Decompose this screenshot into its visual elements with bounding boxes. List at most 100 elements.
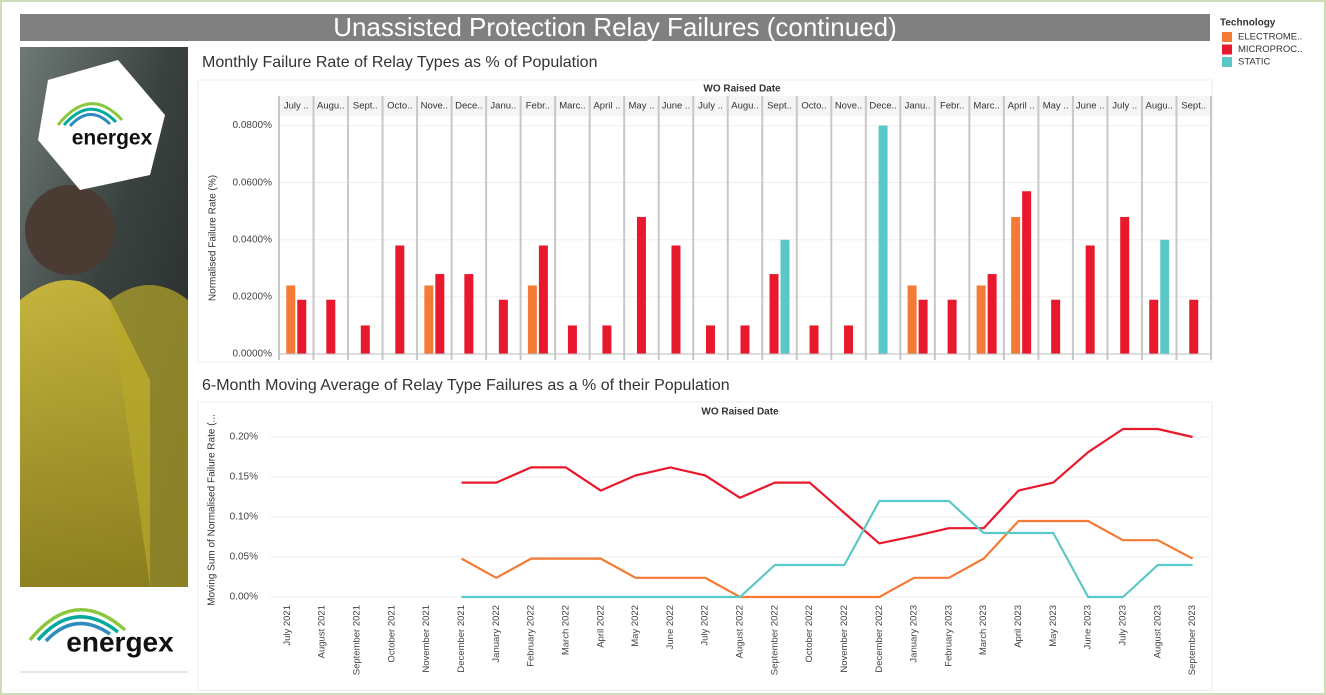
legend-swatch bbox=[1222, 44, 1232, 55]
photo-figure bbox=[110, 285, 188, 587]
facet-header: Marc.. bbox=[973, 101, 999, 112]
legend-label: ELECTROME.. bbox=[1238, 32, 1302, 43]
facet-header: Augu.. bbox=[1145, 101, 1172, 112]
bar bbox=[809, 325, 819, 354]
line-series bbox=[461, 499, 1193, 599]
y-tick-label: 0.00% bbox=[230, 592, 258, 603]
x-tick-label: May 2022 bbox=[630, 605, 641, 647]
bar bbox=[326, 299, 336, 354]
bar bbox=[671, 245, 681, 354]
x-tick-label: October 2022 bbox=[804, 605, 815, 663]
y-tick-label: 0.10% bbox=[230, 512, 258, 523]
x-tick-label: July 2022 bbox=[700, 605, 711, 646]
line-series bbox=[460, 519, 1194, 599]
x-tick-label: September 2023 bbox=[1187, 605, 1198, 675]
y-tick-label: 0.05% bbox=[230, 552, 258, 563]
y-tick-label: 0.0600% bbox=[233, 177, 273, 188]
legend-label: MICROPROC.. bbox=[1238, 44, 1302, 55]
bar bbox=[740, 325, 750, 354]
bar bbox=[976, 285, 986, 354]
bar bbox=[636, 216, 646, 354]
facet-header: May .. bbox=[629, 101, 655, 112]
bar bbox=[878, 125, 888, 355]
y-tick-label: 0.0400% bbox=[233, 234, 273, 245]
bar bbox=[780, 239, 790, 354]
facet-header: Dece.. bbox=[869, 101, 896, 112]
x-axis-header: WO Raised Date bbox=[701, 407, 779, 418]
facet-header: July .. bbox=[284, 101, 309, 112]
bar bbox=[769, 274, 779, 354]
bar bbox=[567, 325, 577, 354]
logo-badge bbox=[38, 60, 165, 190]
bar bbox=[435, 274, 445, 354]
facet-header: Sept.. bbox=[1181, 101, 1206, 112]
facet-header: Febr.. bbox=[526, 101, 550, 112]
chart-title: Monthly Failure Rate of Relay Types as %… bbox=[202, 54, 597, 71]
logo-text: energex bbox=[66, 626, 174, 657]
logo-mark bbox=[28, 608, 127, 643]
photo-figure bbox=[25, 185, 115, 275]
facet-header: Nove.. bbox=[421, 101, 448, 112]
bar bbox=[907, 285, 917, 354]
bar bbox=[918, 299, 928, 354]
x-tick-label: October 2021 bbox=[386, 605, 397, 663]
bar bbox=[424, 285, 434, 354]
bar bbox=[498, 299, 508, 354]
line-series bbox=[461, 427, 1193, 545]
facet-header: April .. bbox=[1008, 101, 1035, 112]
x-tick-label: January 2022 bbox=[491, 605, 502, 663]
x-axis-header: WO Raised Date bbox=[703, 84, 781, 95]
legend-swatch bbox=[1222, 57, 1232, 67]
bar bbox=[286, 285, 296, 354]
y-axis-title: Moving Sum of Normalised Failure Rate (.… bbox=[207, 414, 218, 606]
legend-swatch bbox=[1222, 32, 1232, 42]
bar bbox=[464, 274, 474, 354]
page-title: Unassisted Protection Relay Failures (co… bbox=[333, 12, 897, 42]
bar bbox=[527, 285, 537, 354]
x-tick-label: February 2022 bbox=[526, 605, 537, 667]
chart-title: 6-Month Moving Average of Relay Type Fai… bbox=[202, 377, 730, 394]
bar bbox=[360, 325, 370, 354]
facet-header: Nove.. bbox=[835, 101, 862, 112]
facet-header: June .. bbox=[662, 101, 691, 112]
x-tick-label: April 2022 bbox=[595, 605, 606, 648]
legend-label: STATIC bbox=[1238, 57, 1271, 68]
x-tick-label: February 2023 bbox=[943, 605, 954, 667]
x-tick-label: August 2021 bbox=[317, 605, 328, 658]
logo-text: energex bbox=[72, 127, 153, 150]
chart-panel bbox=[197, 79, 1213, 363]
bar bbox=[1120, 216, 1130, 354]
y-axis-title: Normalised Failure Rate (%) bbox=[208, 175, 219, 301]
facet-header: June .. bbox=[1076, 101, 1105, 112]
bar bbox=[1051, 299, 1061, 354]
x-tick-label: November 2022 bbox=[839, 605, 850, 673]
chart-panel bbox=[197, 401, 1213, 691]
photo-figure bbox=[20, 280, 150, 587]
x-tick-label: July 2023 bbox=[1117, 605, 1128, 646]
facet-header: Sept.. bbox=[353, 101, 378, 112]
bar bbox=[947, 299, 957, 354]
facet-header: Sept.. bbox=[767, 101, 792, 112]
bar bbox=[1011, 216, 1021, 354]
bar bbox=[1022, 191, 1032, 354]
bar bbox=[297, 299, 307, 354]
legend-title: Technology bbox=[1220, 18, 1276, 29]
x-tick-label: July 2021 bbox=[282, 605, 293, 646]
x-tick-label: November 2021 bbox=[421, 605, 432, 673]
x-tick-label: March 2022 bbox=[560, 605, 571, 655]
bar bbox=[1160, 239, 1170, 354]
facet-header: Dece.. bbox=[455, 101, 482, 112]
bar bbox=[987, 274, 997, 354]
y-tick-label: 0.0200% bbox=[233, 292, 273, 303]
facet-header: Febr.. bbox=[940, 101, 964, 112]
x-tick-label: September 2021 bbox=[352, 605, 363, 675]
bar bbox=[844, 325, 854, 354]
bar bbox=[602, 325, 612, 354]
x-tick-label: August 2023 bbox=[1152, 605, 1163, 658]
x-tick-label: May 2023 bbox=[1048, 605, 1059, 647]
title-bar bbox=[20, 14, 1210, 41]
x-tick-label: March 2023 bbox=[978, 605, 989, 655]
x-tick-label: September 2022 bbox=[769, 605, 780, 675]
x-tick-label: April 2023 bbox=[1013, 605, 1024, 648]
